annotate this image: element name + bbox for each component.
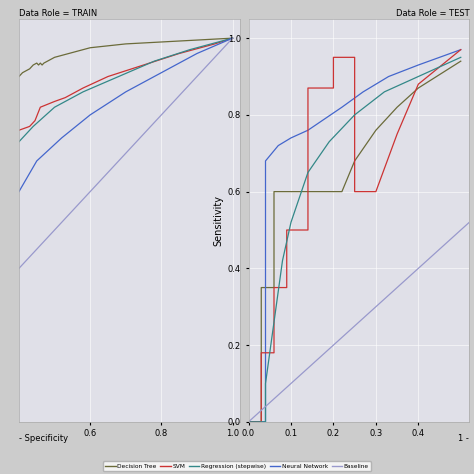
Text: - Specificity: - Specificity [19, 434, 68, 443]
Legend: Decision Tree, SVM, Regression (stepwise), Neural Network, Baseline: Decision Tree, SVM, Regression (stepwise… [103, 461, 371, 471]
Text: Data Role = TRAIN: Data Role = TRAIN [19, 9, 97, 18]
Text: 1 -: 1 - [458, 434, 469, 443]
Text: Data Role = TEST: Data Role = TEST [396, 9, 469, 18]
Y-axis label: Sensitivity: Sensitivity [213, 195, 223, 246]
